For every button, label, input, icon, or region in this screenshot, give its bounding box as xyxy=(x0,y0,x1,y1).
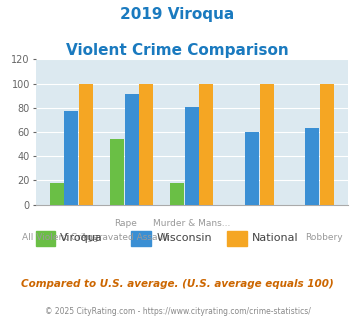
Text: © 2025 CityRating.com - https://www.cityrating.com/crime-statistics/: © 2025 CityRating.com - https://www.city… xyxy=(45,307,310,316)
Bar xyxy=(260,83,274,205)
Bar xyxy=(245,132,259,205)
Text: All Violent Crime: All Violent Crime xyxy=(22,233,98,242)
Bar xyxy=(79,83,93,205)
Text: Wisconsin: Wisconsin xyxy=(156,233,212,244)
Text: Violent Crime Comparison: Violent Crime Comparison xyxy=(66,43,289,58)
Bar xyxy=(64,112,78,205)
Bar xyxy=(320,83,334,205)
Text: Murder & Mans...: Murder & Mans... xyxy=(153,219,230,228)
Text: Rape: Rape xyxy=(114,219,137,228)
Bar xyxy=(139,83,153,205)
Bar xyxy=(170,183,184,205)
Text: Viroqua: Viroqua xyxy=(60,233,103,244)
Text: Aggravated Assault: Aggravated Assault xyxy=(81,233,170,242)
Text: Compared to U.S. average. (U.S. average equals 100): Compared to U.S. average. (U.S. average … xyxy=(21,279,334,289)
Bar xyxy=(50,183,64,205)
Text: Robbery: Robbery xyxy=(305,233,343,242)
Bar xyxy=(185,107,199,205)
Text: National: National xyxy=(252,233,299,244)
Bar xyxy=(125,94,138,205)
Text: 2019 Viroqua: 2019 Viroqua xyxy=(120,7,235,21)
Bar xyxy=(110,139,124,205)
Bar xyxy=(305,128,319,205)
Bar xyxy=(200,83,213,205)
